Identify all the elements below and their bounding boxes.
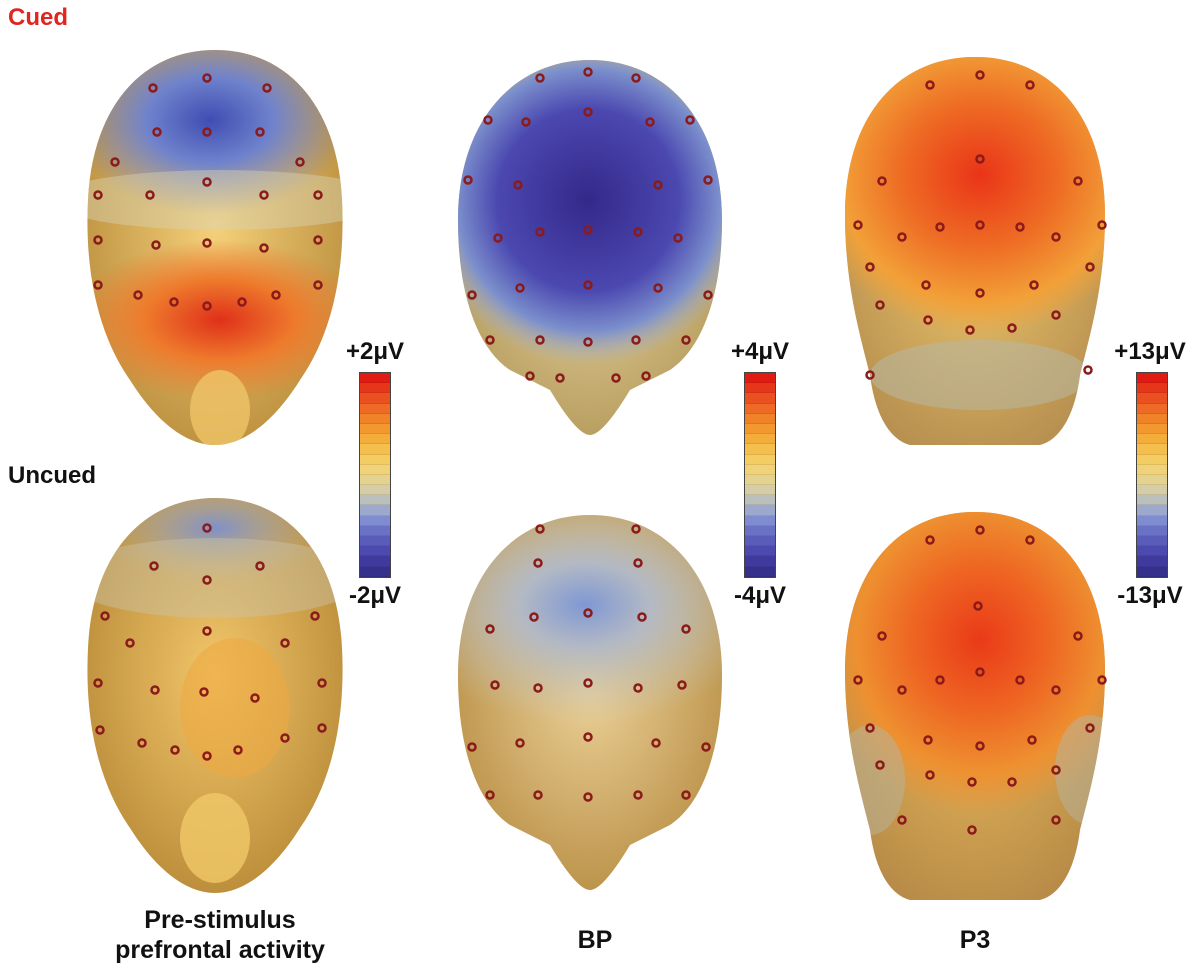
colorbar-p3 bbox=[1136, 372, 1168, 578]
colorbar-band bbox=[1137, 485, 1167, 496]
colorbar-band bbox=[1137, 413, 1167, 424]
colorbar-band bbox=[745, 403, 775, 414]
column-caption-bp: BP bbox=[577, 926, 613, 954]
colorbar-band bbox=[360, 485, 390, 496]
colorbar-band bbox=[1137, 423, 1167, 435]
colorbar-band bbox=[745, 515, 775, 526]
colorbar-band bbox=[745, 464, 775, 475]
column-caption-p3: P3 bbox=[959, 926, 991, 954]
colorbar-bp bbox=[744, 372, 776, 578]
head-map-cued-bp bbox=[458, 60, 722, 435]
colorbar-band bbox=[1137, 536, 1167, 547]
colorbar-band bbox=[360, 423, 390, 435]
colorbar-band bbox=[745, 495, 775, 506]
column-caption-prefrontal: Pre-stimulus prefrontal activity bbox=[60, 905, 380, 965]
colorbar-min-label-prefrontal: -2μV bbox=[348, 582, 402, 609]
colorbar-band bbox=[1137, 444, 1167, 455]
colorbar-band bbox=[745, 546, 775, 557]
head-map-uncued-bp bbox=[458, 515, 722, 890]
colorbar-band bbox=[360, 434, 390, 445]
colorbar-band bbox=[1137, 515, 1167, 526]
colorbar-max-label-p3: +13μV bbox=[1114, 338, 1186, 365]
column-caption-prefrontal-line1: Pre-stimulus bbox=[144, 906, 296, 934]
colorbar-max-label-bp: +4μV bbox=[730, 338, 790, 365]
head-map-uncued-p3 bbox=[845, 512, 1107, 900]
head-map-cued-p3 bbox=[845, 57, 1107, 445]
colorbar-band bbox=[360, 525, 390, 536]
colorbar-band bbox=[1137, 566, 1167, 577]
colorbar-band bbox=[1137, 556, 1167, 567]
colorbar-band bbox=[745, 525, 775, 536]
colorbar-band bbox=[1137, 454, 1167, 465]
colorbar-band bbox=[745, 393, 775, 404]
colorbar-band bbox=[360, 464, 390, 475]
colorbar-band bbox=[1137, 434, 1167, 445]
colorbar-band bbox=[745, 474, 775, 486]
colorbar-band bbox=[360, 566, 390, 577]
colorbar-band bbox=[360, 403, 390, 414]
colorbar-band bbox=[360, 444, 390, 455]
colorbar-band bbox=[360, 515, 390, 526]
colorbar-band bbox=[745, 566, 775, 577]
colorbar-band bbox=[360, 474, 390, 486]
colorbar-max-label-prefrontal: +2μV bbox=[345, 338, 405, 365]
colorbar-band bbox=[1137, 474, 1167, 486]
column-caption-prefrontal-line2: prefrontal activity bbox=[115, 936, 325, 964]
colorbar-band bbox=[360, 505, 390, 516]
colorbar-band bbox=[1137, 495, 1167, 506]
colorbar-prefrontal bbox=[359, 372, 391, 578]
colorbar-band bbox=[745, 373, 775, 384]
colorbar-band bbox=[1137, 546, 1167, 557]
colorbar-band bbox=[360, 393, 390, 404]
colorbar-band bbox=[360, 413, 390, 424]
colorbar-band bbox=[745, 505, 775, 516]
colorbar-band bbox=[1137, 525, 1167, 536]
colorbar-band bbox=[360, 454, 390, 465]
colorbar-band bbox=[745, 423, 775, 435]
colorbar-band bbox=[360, 373, 390, 384]
colorbar-band bbox=[360, 536, 390, 547]
colorbar-band bbox=[745, 444, 775, 455]
colorbar-band bbox=[360, 495, 390, 506]
colorbar-band bbox=[745, 536, 775, 547]
colorbar-min-label-p3: -13μV bbox=[1117, 582, 1183, 609]
colorbar-band bbox=[1137, 464, 1167, 475]
head-map-uncued-prefrontal bbox=[87, 498, 343, 893]
head-map-cued-prefrontal bbox=[87, 50, 343, 445]
colorbar-min-label-bp: -4μV bbox=[733, 582, 787, 609]
colorbar-band bbox=[745, 556, 775, 567]
colorbar-band bbox=[745, 383, 775, 394]
row-label-uncued: Uncued bbox=[8, 462, 97, 489]
colorbar-band bbox=[1137, 505, 1167, 516]
colorbar-band bbox=[1137, 383, 1167, 394]
colorbar-band bbox=[360, 383, 390, 394]
row-label-cued: Cued bbox=[8, 4, 68, 31]
colorbar-band bbox=[360, 556, 390, 567]
colorbar-band bbox=[1137, 373, 1167, 384]
colorbar-band bbox=[1137, 403, 1167, 414]
colorbar-band bbox=[745, 434, 775, 445]
colorbar-band bbox=[745, 454, 775, 465]
colorbar-band bbox=[745, 485, 775, 496]
colorbar-band bbox=[745, 413, 775, 424]
colorbar-band bbox=[1137, 393, 1167, 404]
colorbar-band bbox=[360, 546, 390, 557]
